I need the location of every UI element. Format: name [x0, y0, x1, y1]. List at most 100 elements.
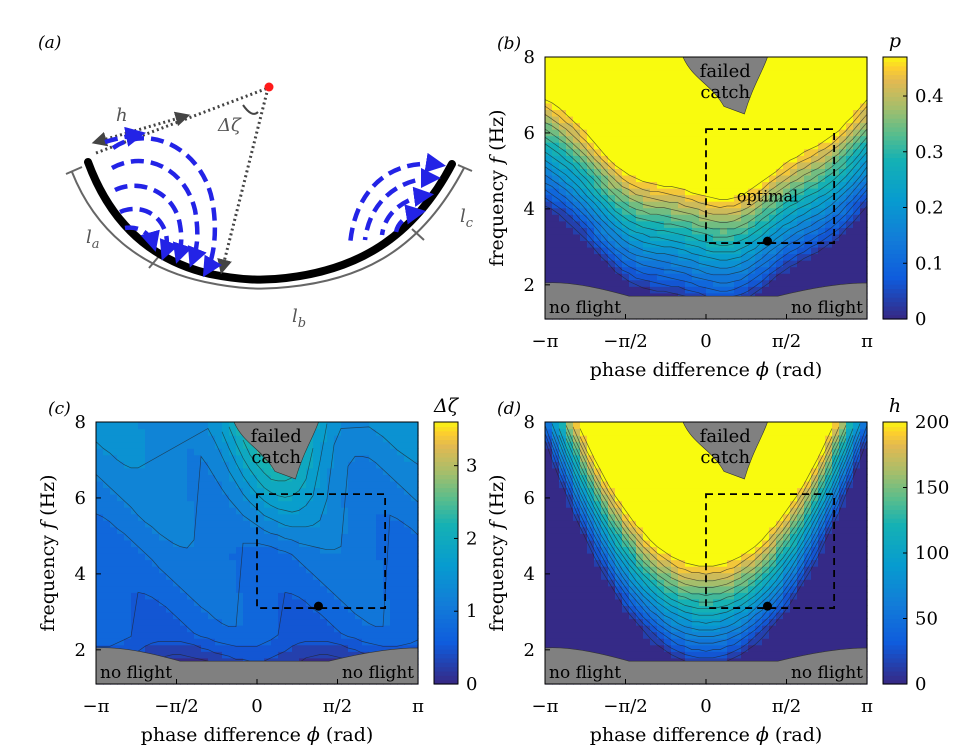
heat-cell [811, 122, 819, 130]
heat-cell [152, 513, 160, 521]
heat-cell [685, 286, 693, 294]
heat-cell [839, 102, 847, 110]
heat-cell [566, 533, 574, 541]
heat-cell [566, 585, 574, 593]
heat-cell [334, 422, 342, 430]
heat-cell [727, 129, 735, 137]
heat-cell [622, 188, 630, 196]
heat-cell [320, 533, 328, 541]
heat-cell [594, 253, 602, 261]
heat-cell [783, 253, 791, 261]
colorbar-segment [883, 310, 907, 316]
heat-cell [608, 89, 616, 97]
heat-cell [152, 598, 160, 606]
colorbar-segment [883, 122, 907, 128]
heat-cell [559, 89, 567, 97]
heat-cell [264, 533, 272, 541]
heat-cell [629, 63, 637, 71]
heat-cell [678, 89, 686, 97]
heat-cell [755, 96, 763, 104]
heat-cell [790, 83, 798, 91]
colorbar-tick-label: 0 [915, 309, 926, 330]
heat-cell [797, 57, 805, 65]
heat-cell [664, 142, 672, 150]
heat-cell [594, 161, 602, 169]
heat-cell [643, 454, 651, 462]
heat-cell [629, 135, 637, 143]
heat-cell [832, 63, 840, 71]
heat-cell [166, 441, 174, 449]
heat-cell [159, 500, 167, 508]
heat-cell [643, 70, 651, 78]
heat-cell [636, 220, 644, 228]
heat-cell [685, 566, 693, 574]
heat-cell [720, 135, 728, 143]
heat-cell [706, 142, 714, 150]
heat-cell [643, 76, 651, 84]
heat-cell [769, 220, 777, 228]
heat-cell [622, 129, 630, 137]
heat-cell [103, 553, 111, 561]
heat-cell [369, 454, 377, 462]
heat-cell [727, 220, 735, 228]
heat-cell [615, 201, 623, 209]
heat-cell [636, 422, 644, 430]
heat-cell [601, 454, 609, 462]
heat-cell [355, 507, 363, 515]
heat-cell [103, 546, 111, 554]
heat-cell [783, 135, 791, 143]
heat-cell [713, 168, 721, 176]
heat-cell [110, 520, 118, 528]
heat-cell [797, 168, 805, 176]
heat-cell [615, 168, 623, 176]
heat-cell [804, 188, 812, 196]
heat-cell [110, 638, 118, 646]
heat-cell [559, 188, 567, 196]
heat-cell [657, 181, 665, 189]
heat-cell [811, 181, 819, 189]
heat-cell [236, 592, 244, 600]
heat-cell [545, 76, 553, 84]
heat-cell [313, 579, 321, 587]
heat-cell [306, 579, 314, 587]
heat-cell [818, 122, 826, 130]
heat-cell [699, 188, 707, 196]
colorbar-segment [434, 596, 458, 602]
heat-cell [580, 181, 588, 189]
heat-cell [706, 546, 714, 554]
heat-cell [643, 161, 651, 169]
heat-cell [580, 644, 588, 652]
heat-cell [159, 631, 167, 639]
heat-cell [411, 631, 419, 639]
heat-cell [643, 174, 651, 183]
heat-cell [201, 507, 209, 515]
heat-cell [783, 260, 791, 268]
heat-cell [355, 579, 363, 587]
heat-cell [552, 513, 560, 521]
heat-cell [264, 611, 272, 620]
heat-cell [643, 201, 651, 209]
heat-cell [580, 428, 588, 436]
heat-cell [699, 546, 707, 554]
heat-cell [727, 286, 735, 294]
heat-cell [397, 638, 405, 646]
heat-cell [664, 286, 672, 294]
heat-cell [566, 207, 574, 215]
heat-cell [124, 559, 132, 567]
heat-cell [96, 454, 104, 462]
heat-cell [110, 598, 118, 606]
heat-cell [594, 168, 602, 176]
heat-cell [110, 428, 118, 436]
heat-cell [103, 428, 111, 436]
heat-cell [103, 520, 111, 528]
heat-cell [545, 253, 553, 261]
heat-cell [327, 539, 335, 548]
heat-cell [706, 220, 714, 228]
heat-cell [622, 286, 630, 294]
heat-cell [264, 592, 272, 600]
heat-cell [713, 533, 721, 541]
heat-cell [355, 533, 363, 541]
heat-cell [699, 494, 707, 502]
heat-cell [587, 135, 595, 143]
colorbar-segment [883, 96, 907, 102]
